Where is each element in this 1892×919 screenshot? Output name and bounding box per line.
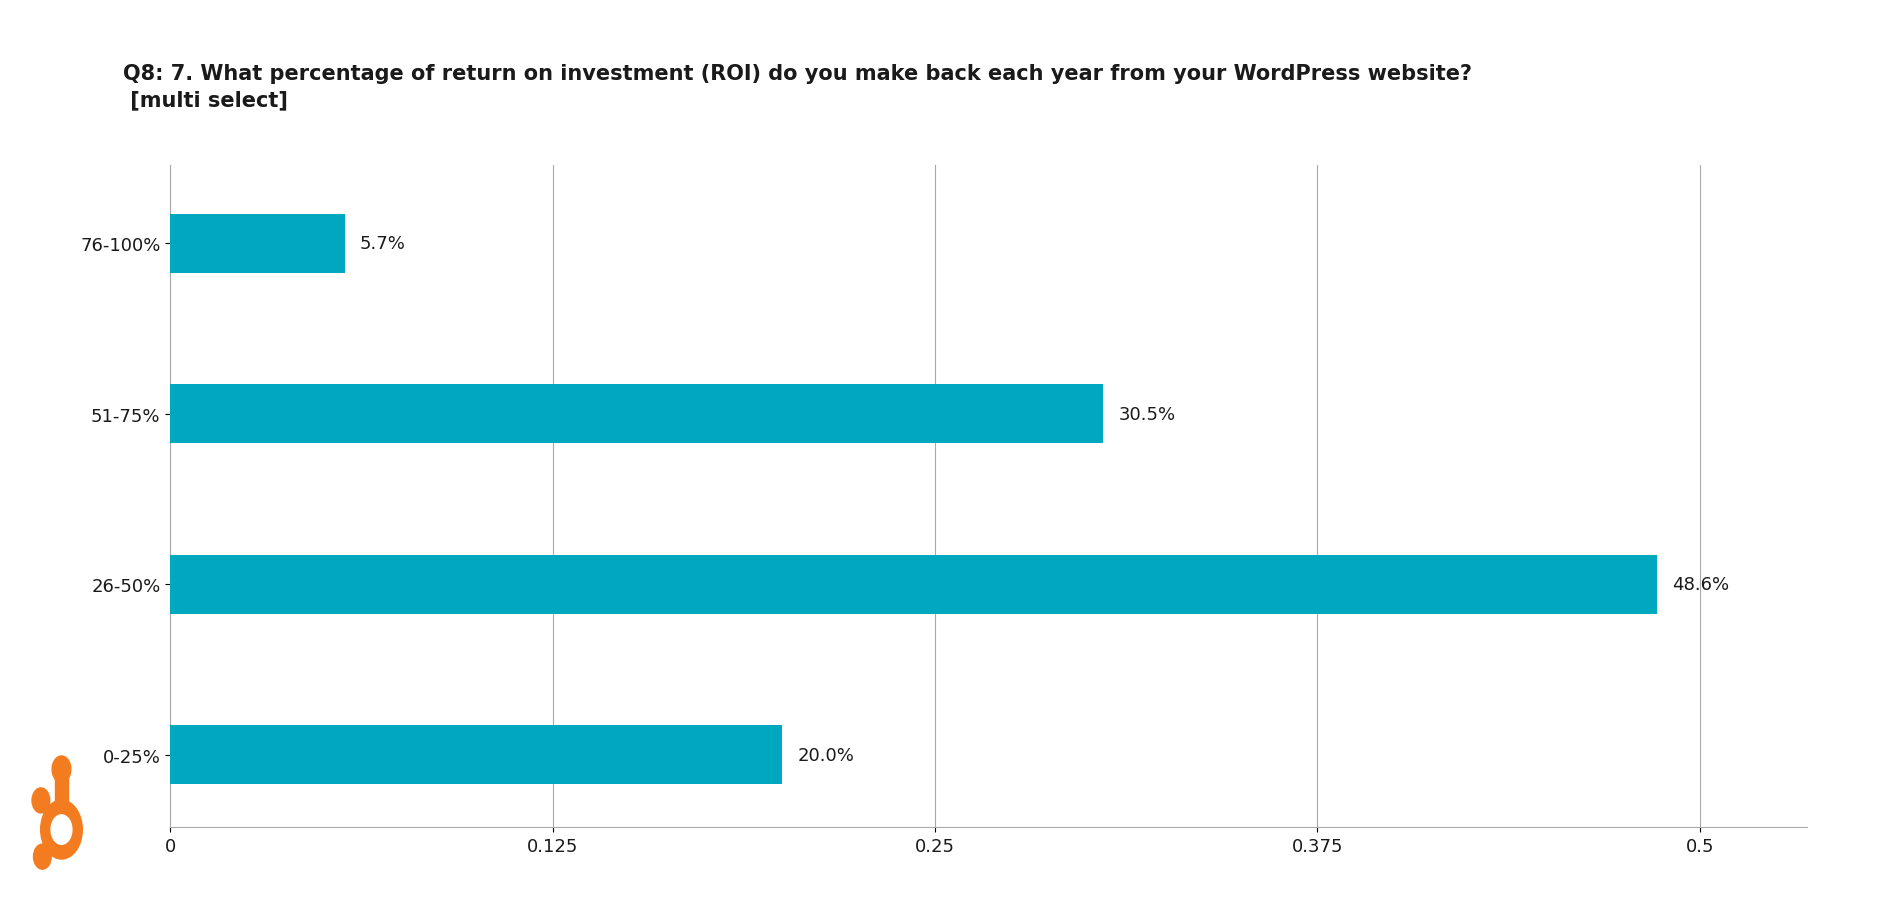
Circle shape: [40, 800, 83, 859]
Text: 20.0%: 20.0%: [797, 746, 855, 764]
Bar: [170, 214, 344, 274]
Bar: [170, 385, 1103, 444]
Circle shape: [32, 789, 49, 813]
Text: Q8: 7. What percentage of return on investment (ROI) do you make back each year : Q8: 7. What percentage of return on inve…: [123, 64, 1472, 110]
Text: 30.5%: 30.5%: [1118, 405, 1175, 424]
Text: 5.7%: 5.7%: [359, 235, 405, 253]
Bar: [170, 555, 1657, 614]
Bar: [55, 777, 68, 803]
Circle shape: [34, 845, 51, 869]
Circle shape: [51, 815, 72, 845]
Circle shape: [53, 756, 70, 783]
Bar: [170, 726, 781, 785]
Text: 48.6%: 48.6%: [1673, 575, 1729, 594]
